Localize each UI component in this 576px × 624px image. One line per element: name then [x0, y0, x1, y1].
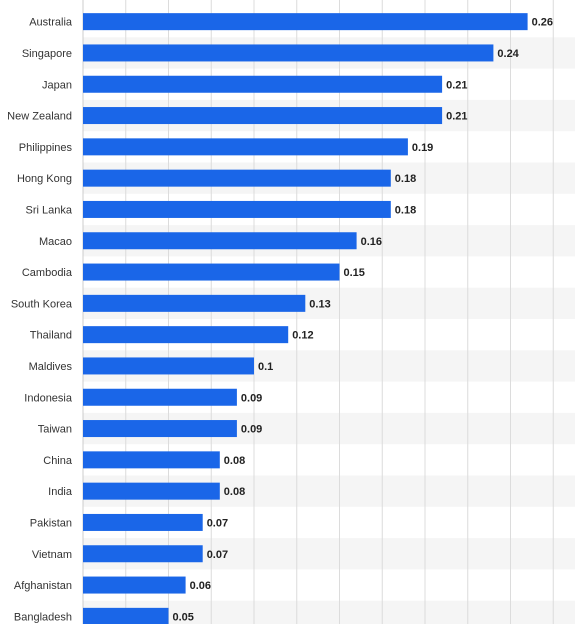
bar — [83, 545, 203, 563]
bar — [83, 576, 186, 594]
bar — [83, 138, 408, 156]
category-label: Singapore — [22, 48, 72, 60]
category-label: Indonesia — [24, 392, 73, 404]
category-label: China — [43, 455, 73, 467]
value-label: 0.15 — [344, 267, 365, 279]
value-label: 0.19 — [412, 142, 433, 154]
bar — [83, 357, 254, 375]
bar — [83, 107, 443, 125]
bar — [83, 482, 220, 500]
category-labels: Australia Singapore Japan New Zealand Philip… — [7, 17, 73, 624]
bar — [83, 451, 220, 469]
value-label: 0.21 — [446, 79, 467, 91]
category-label: Japan — [42, 79, 72, 91]
value-label: 0.12 — [292, 330, 313, 342]
bar — [83, 388, 237, 406]
value-label: 0.26 — [532, 17, 553, 29]
bar — [83, 294, 306, 312]
value-label: 0.1 — [258, 361, 273, 373]
value-label: 0.08 — [224, 455, 245, 467]
bar — [83, 75, 443, 93]
row-stripe — [83, 600, 575, 624]
category-label: Cambodia — [22, 267, 73, 279]
value-label: 0.07 — [207, 517, 228, 529]
category-label: Australia — [29, 17, 73, 29]
category-label: New Zealand — [7, 111, 72, 123]
category-label: Pakistan — [30, 517, 72, 529]
bars — [83, 13, 528, 624]
category-label: Bangladesh — [14, 611, 72, 623]
bar — [83, 232, 357, 250]
value-label: 0.09 — [241, 424, 262, 436]
bar — [83, 44, 494, 62]
category-label: Maldives — [29, 361, 73, 373]
category-label: South Korea — [11, 298, 73, 310]
bar — [83, 513, 203, 531]
category-label: Philippines — [19, 142, 73, 154]
value-label: 0.18 — [395, 173, 416, 185]
value-label: 0.08 — [224, 486, 245, 498]
category-label: India — [48, 486, 73, 498]
category-label: Vietnam — [32, 549, 72, 561]
value-label: 0.16 — [361, 236, 382, 248]
category-label: Taiwan — [38, 424, 72, 436]
value-label: 0.09 — [241, 392, 262, 404]
category-label: Hong Kong — [17, 173, 72, 185]
category-label: Macao — [39, 236, 72, 248]
bar — [83, 607, 169, 624]
value-label: 0.24 — [497, 48, 519, 60]
value-label: 0.13 — [309, 298, 330, 310]
value-label: 0.18 — [395, 204, 416, 216]
value-label: 0.07 — [207, 549, 228, 561]
value-label: 0.06 — [190, 580, 211, 592]
bar — [83, 263, 340, 281]
category-label: Thailand — [30, 330, 72, 342]
bar — [83, 200, 391, 218]
bar — [83, 169, 391, 187]
value-label: 0.21 — [446, 111, 467, 123]
bar — [83, 326, 289, 344]
bar — [83, 420, 237, 438]
category-label: Sri Lanka — [26, 204, 73, 216]
value-label: 0.05 — [173, 611, 194, 623]
value-labels: 0.26 0.24 0.21 0.21 0.19 0.18 0.18 0.16 0.15 0.13… — [173, 17, 554, 624]
bar — [83, 13, 528, 31]
category-label: Afghanistan — [14, 580, 72, 592]
